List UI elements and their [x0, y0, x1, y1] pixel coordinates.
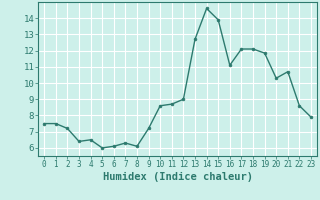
X-axis label: Humidex (Indice chaleur): Humidex (Indice chaleur) — [103, 172, 252, 182]
